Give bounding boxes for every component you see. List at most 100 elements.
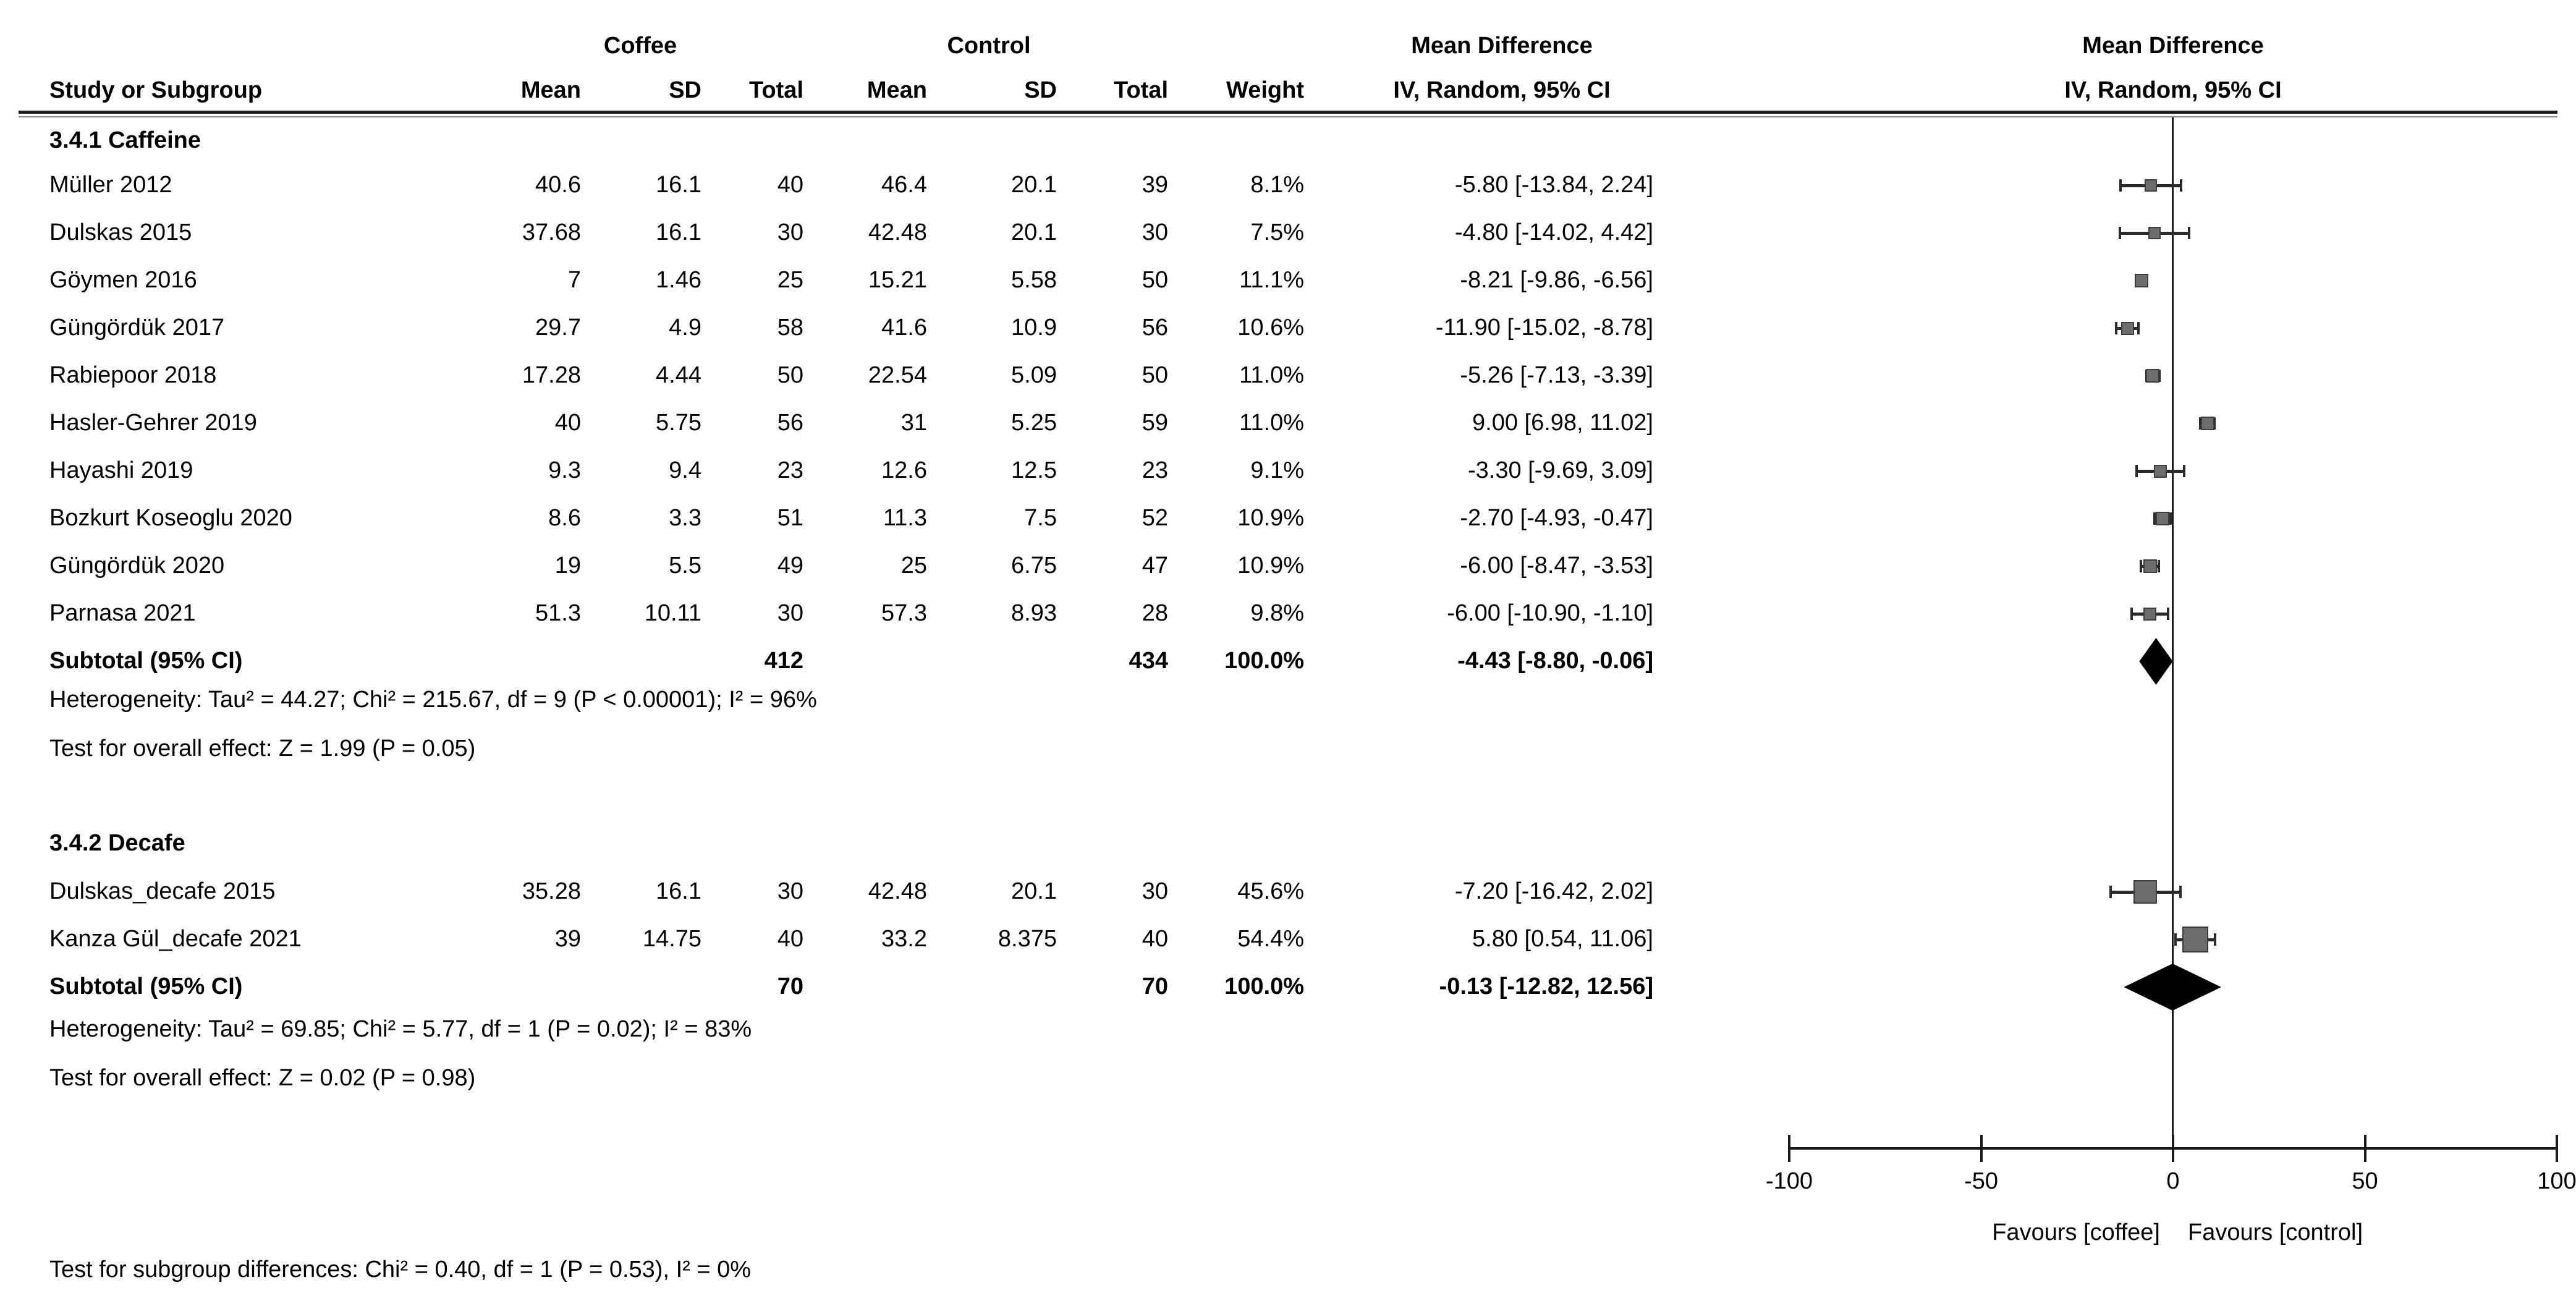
- x-axis-tick-label: -50: [1964, 1168, 1998, 1195]
- x-axis-tick: [2172, 1135, 2174, 1162]
- ci-cap-left: [2119, 179, 2122, 192]
- study-total1: 56: [777, 410, 803, 436]
- subgroup-difference-test: Test for subgroup differences: Chi² = 0.…: [49, 1257, 752, 1283]
- study-total2: 28: [1142, 600, 1168, 627]
- study-ci-text: -5.80 [-13.84, 2.24]: [1454, 172, 1653, 198]
- study-name: Kanza Gül_decafe 2021: [49, 926, 302, 952]
- ci-cap-left: [2140, 560, 2143, 572]
- x-axis-tick-label: 100: [2537, 1168, 2576, 1195]
- study-sd1: 16.1: [656, 878, 701, 905]
- heterogeneity-text: Heterogeneity: Tau² = 44.27; Chi² = 215.…: [49, 687, 817, 713]
- coffee-mean-header: Mean: [520, 77, 581, 104]
- study-mean1: 17.28: [522, 362, 581, 389]
- subtotal-label: Subtotal (95% CI): [49, 648, 243, 674]
- study-name: Göymen 2016: [49, 267, 197, 294]
- study-name: Müller 2012: [49, 172, 172, 198]
- study-sd2: 12.5: [1011, 457, 1057, 484]
- study-weight: 7.5%: [1250, 219, 1304, 246]
- study-total1: 51: [777, 505, 803, 532]
- study-total2: 40: [1142, 926, 1168, 952]
- ci-cap-right: [2179, 179, 2182, 192]
- subtotal-ci-text: -0.13 [-12.82, 12.56]: [1439, 974, 1653, 1000]
- study-sd1: 16.1: [656, 172, 701, 198]
- study-ci-text: -5.26 [-7.13, -3.39]: [1460, 362, 1653, 389]
- study-mean1: 40.6: [535, 172, 581, 198]
- study-mean1: 9.3: [548, 457, 581, 484]
- x-axis-tick-label: 0: [2166, 1168, 2180, 1195]
- study-ci-text: -8.21 [-9.86, -6.56]: [1460, 267, 1653, 294]
- subtotal-weight: 100.0%: [1224, 648, 1304, 674]
- subtotal-diamond: [2124, 964, 2221, 1011]
- effect-square: [2148, 227, 2161, 239]
- ci-cap-left: [2153, 512, 2156, 525]
- study-total2: 39: [1142, 172, 1168, 198]
- control-group-header: Control: [947, 33, 1031, 59]
- study-ci-text: -3.30 [-9.69, 3.09]: [1468, 457, 1653, 484]
- study-sd1: 9.4: [669, 457, 701, 484]
- x-axis-tick: [1980, 1135, 1983, 1162]
- header-divider-line: [19, 111, 2557, 114]
- subtotal-ci-text: -4.43 [-8.80, -0.06]: [1457, 648, 1653, 674]
- study-sd2: 5.25: [1011, 410, 1057, 436]
- study-name: Parnasa 2021: [49, 600, 196, 627]
- ci-cap-left: [2174, 933, 2177, 946]
- study-total1: 40: [777, 926, 803, 952]
- study-total1: 23: [777, 457, 803, 484]
- study-name: Dulskas 2015: [49, 219, 192, 246]
- ci-cap-right: [2183, 465, 2186, 477]
- study-mean1: 19: [554, 553, 581, 579]
- study-weight: 54.4%: [1237, 926, 1304, 952]
- study-sd1: 5.75: [656, 410, 701, 436]
- study-sd1: 3.3: [669, 505, 701, 532]
- study-mean1: 39: [554, 926, 581, 952]
- study-sd2: 20.1: [1011, 219, 1057, 246]
- ci-cap-right: [2137, 322, 2140, 334]
- study-weight: 10.6%: [1237, 315, 1304, 341]
- study-total1: 30: [777, 878, 803, 905]
- subtotal-total-coffee: 70: [777, 974, 803, 1000]
- study-sd1: 16.1: [656, 219, 701, 246]
- study-total2: 23: [1142, 457, 1168, 484]
- study-weight: 11.0%: [1239, 410, 1304, 436]
- ci-cap-left: [2114, 322, 2117, 334]
- study-sd2: 6.75: [1011, 553, 1057, 579]
- study-ci-text: -6.00 [-10.90, -1.10]: [1447, 600, 1653, 627]
- ci-cap-right: [2179, 886, 2182, 898]
- control-mean-header: Mean: [866, 77, 927, 104]
- study-mean1: 40: [554, 410, 581, 436]
- overall-effect-text: Test for overall effect: Z = 1.99 (P = 0…: [49, 736, 476, 762]
- effect-square: [2182, 927, 2209, 952]
- control-total-header: Total: [1114, 77, 1168, 104]
- study-weight: 45.6%: [1237, 878, 1304, 905]
- study-mean1: 8.6: [548, 505, 581, 532]
- study-mean2: 11.3: [883, 505, 927, 532]
- study-mean2: 41.6: [881, 315, 927, 341]
- x-axis-tick-label: -100: [1765, 1168, 1813, 1195]
- study-mean2: 25: [900, 553, 927, 579]
- study-total1: 49: [777, 553, 803, 579]
- subtotal-total-control: 70: [1142, 974, 1168, 1000]
- study-total1: 30: [777, 219, 803, 246]
- study-mean2: 31: [900, 410, 927, 436]
- control-sd-header: SD: [1024, 77, 1057, 104]
- study-ci-text: -4.80 [-14.02, 4.42]: [1454, 219, 1653, 246]
- x-axis-tick: [2556, 1135, 2558, 1162]
- study-total2: 30: [1142, 219, 1168, 246]
- subgroup-title: 3.4.1 Caffeine: [49, 127, 201, 154]
- x-axis-tick: [2363, 1135, 2366, 1162]
- study-ci-text: 5.80 [0.54, 11.06]: [1472, 926, 1653, 952]
- study-sd2: 8.93: [1011, 600, 1057, 627]
- study-sd1: 4.9: [669, 315, 701, 341]
- study-mean2: 22.54: [868, 362, 927, 389]
- coffee-total-header: Total: [749, 77, 803, 104]
- study-ci-text: -7.20 [-16.42, 2.02]: [1454, 878, 1653, 905]
- heterogeneity-text: Heterogeneity: Tau² = 69.85; Chi² = 5.77…: [49, 1016, 752, 1043]
- study-total1: 30: [777, 600, 803, 627]
- study-weight: 11.1%: [1239, 267, 1304, 294]
- study-sd2: 5.58: [1011, 267, 1057, 294]
- study-mean1: 37.68: [522, 219, 581, 246]
- effect-square: [2135, 274, 2149, 287]
- ci-cap-right: [2188, 227, 2191, 239]
- ci-cap-left: [2135, 465, 2138, 477]
